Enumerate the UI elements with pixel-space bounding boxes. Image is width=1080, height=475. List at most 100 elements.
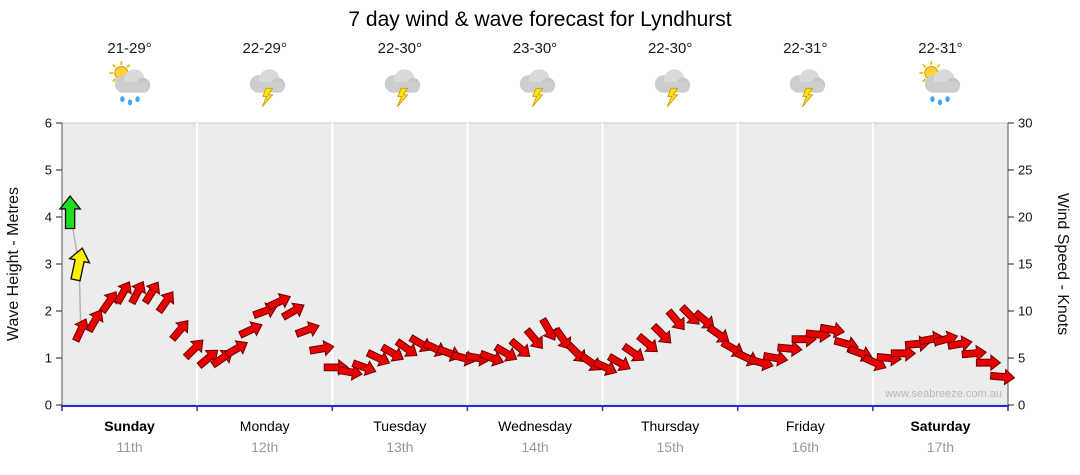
wind-arrow	[365, 349, 391, 367]
left-tick-label: 0	[45, 398, 52, 413]
wind-arrow	[692, 309, 715, 329]
day-name: Monday	[239, 418, 290, 434]
day-forecast-header: 22-31°	[880, 40, 1000, 110]
day-date: 13th	[386, 439, 414, 455]
lightning-icon	[261, 87, 274, 108]
day-name: Saturday	[910, 418, 971, 434]
right-tick-label: 15	[1018, 257, 1032, 272]
right-tick-label: 30	[1018, 116, 1032, 131]
wind-arrow	[98, 291, 118, 315]
day-date: 15th	[656, 439, 684, 455]
wind-arrow	[169, 319, 189, 342]
wind-arrow	[650, 322, 672, 344]
wind-arrow	[508, 337, 531, 357]
wind-arrow	[989, 368, 1016, 386]
weather-icon-svg	[790, 69, 826, 108]
temperature-range: 22-30°	[377, 40, 423, 57]
right-tick-label: 25	[1018, 163, 1032, 178]
day-headers: 21-29° 22-29° 22-30° 23-30° 22-30° 22-31° 22-3…	[0, 40, 1080, 124]
left-tick-label: 6	[45, 116, 52, 131]
wind-arrow	[606, 353, 631, 372]
temperature-range: 23-30°	[512, 40, 558, 57]
wind-arrow	[621, 342, 645, 362]
wind-arrow	[819, 321, 846, 339]
weather-icon-svg	[919, 61, 961, 106]
wind-arrow	[294, 321, 320, 338]
left-tick-label: 5	[45, 163, 52, 178]
wind-arrow	[141, 281, 161, 305]
wind-arrow	[539, 317, 558, 341]
day-name: Tuesday	[373, 418, 427, 434]
wind-arrow	[113, 281, 132, 305]
wind-arrow	[523, 327, 543, 350]
wind-arrow	[947, 335, 973, 352]
wind-arrow	[706, 324, 730, 343]
day-date: 17th	[926, 439, 955, 455]
wind-arrow-series	[72, 280, 1016, 386]
weather-icon-cloud-lightning	[745, 60, 865, 110]
weather-icon-cloud-lightning	[205, 60, 325, 110]
wind-arrow	[85, 309, 104, 334]
wind-arrow	[552, 326, 572, 350]
lightning-icon	[802, 87, 814, 108]
wind-arrow	[479, 350, 505, 367]
left-tick-label: 4	[45, 210, 52, 225]
weather-icon-sun-cloud-rain	[70, 60, 190, 110]
wind-arrow	[280, 302, 305, 321]
lightning-icon	[396, 87, 409, 108]
wind-arrow	[266, 293, 292, 311]
cloud-icon	[384, 69, 420, 93]
page-title: 7 day wind & wave forecast for Lyndhurst	[348, 8, 732, 31]
wind-arrow	[762, 349, 789, 367]
weather-icon-svg	[249, 69, 285, 108]
lightning-icon	[667, 87, 679, 108]
weather-icon-cloud-lightning	[610, 60, 730, 110]
temperature-range: 22-31°	[783, 40, 828, 57]
day-date: 12th	[251, 439, 279, 455]
wind-arrow	[155, 291, 175, 315]
wind-arrow	[380, 343, 404, 362]
day-label: Tuesday 13th	[333, 418, 467, 455]
temperature-range: 22-30°	[647, 40, 693, 57]
day-forecast-header: 22-31°	[745, 40, 865, 110]
day-date: 14th	[521, 439, 549, 455]
wind-arrow	[309, 339, 335, 357]
right-tick-label: 20	[1018, 210, 1032, 225]
right-tick-label: 10	[1018, 304, 1032, 319]
swell-arrow-primary	[58, 195, 82, 230]
day-name: Wednesday	[498, 418, 572, 434]
day-name: Friday	[785, 418, 825, 434]
watermark: www.seabreeze.com.au	[884, 388, 1002, 400]
wind-arrow	[224, 340, 248, 359]
day-label: Wednesday 14th	[468, 418, 602, 455]
wind-arrow	[351, 359, 377, 377]
temperature-range: 22-31°	[918, 40, 963, 57]
wind-arrow	[493, 343, 518, 362]
day-label: Saturday 17th	[873, 418, 1007, 455]
cloud-icon	[654, 69, 691, 93]
day-forecast-header: 23-30°	[475, 40, 595, 110]
temperature-range: 21-29°	[107, 40, 152, 57]
cloud-icon	[249, 69, 285, 93]
raindrops-icon	[930, 96, 951, 106]
wind-arrow	[128, 280, 147, 306]
right-tick-label: 5	[1018, 351, 1025, 366]
weather-icon-cloud-lightning	[475, 60, 595, 110]
wind-arrow	[975, 354, 1002, 372]
temperature-range: 22-29°	[242, 40, 287, 57]
wind-arrow	[592, 358, 618, 376]
swell-arrow-secondary	[68, 247, 91, 282]
day-label: Thursday 15th	[603, 418, 737, 455]
weather-icon-svg	[384, 69, 420, 108]
cloud-icon	[790, 69, 826, 93]
cloud-icon	[519, 69, 556, 93]
wind-arrow	[636, 332, 658, 353]
raindrops-icon	[119, 96, 140, 106]
wind-arrow	[238, 321, 263, 339]
day-date: 16th	[791, 439, 819, 455]
day-forecast-header: 21-29°	[70, 40, 190, 110]
cloud-icon	[114, 69, 150, 93]
right-tick-label: 0	[1018, 398, 1025, 413]
cloud-icon	[925, 69, 961, 93]
